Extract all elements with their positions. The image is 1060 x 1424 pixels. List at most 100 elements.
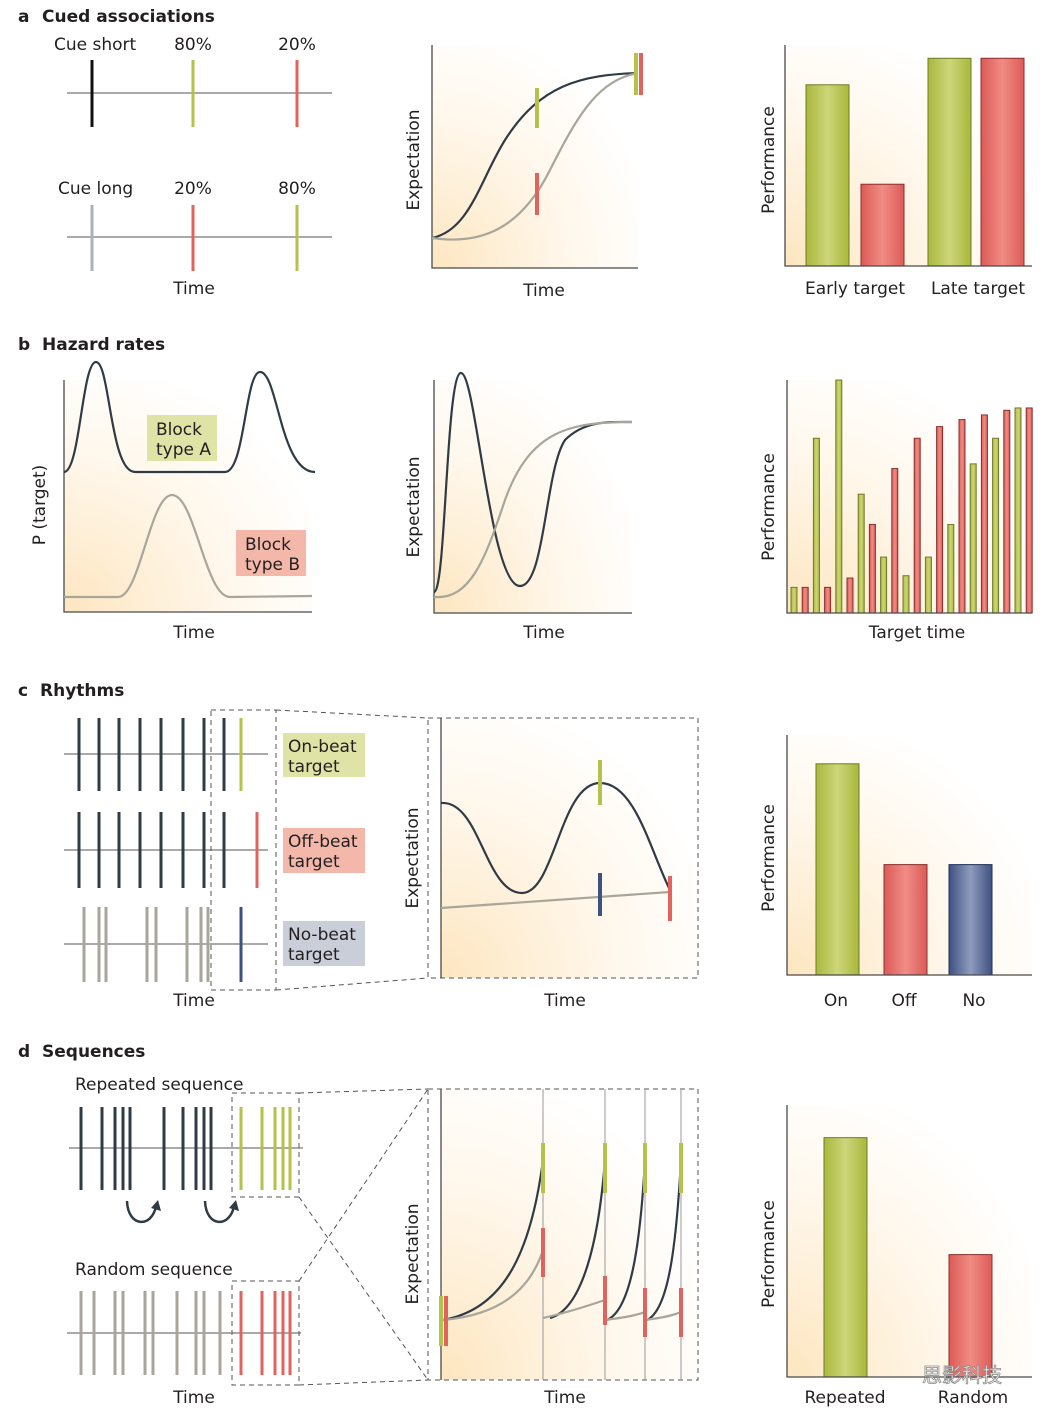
panel-title: Sequences [42,1042,145,1062]
bar-green [790,586,798,614]
cue-long-label: Cue long [58,179,133,199]
panel-letter: d [18,1042,30,1062]
axes [786,1105,1032,1378]
bar-red [824,586,832,614]
block-a-label: Block [156,420,202,440]
plot-background [434,380,632,613]
bar-green [947,523,955,614]
prob-label: 20% [278,35,316,55]
bar-red [980,414,988,614]
expectation-curve-long [431,71,639,241]
bar-green [812,437,820,614]
panel-letter: c [18,681,28,701]
bar-red [913,437,921,614]
panel-title: Hazard rates [42,335,165,355]
bar-red [936,426,944,614]
zoom-line [298,1088,429,1282]
expectation-curve-repeated [606,1159,647,1322]
bar-red [846,577,854,614]
expectation-curve-a [432,371,633,594]
arrow-head-icon [151,1200,161,1211]
y-axis-label: Performance [759,804,779,912]
bar-navy [948,864,993,976]
y-axis-label: P (target) [30,465,50,546]
zoom-box [427,1088,699,1381]
zoom-line [298,1379,429,1386]
repeated-sequence-label: Repeated sequence [75,1075,243,1095]
on-beat-label-box [283,733,365,777]
zoom-box [210,709,277,991]
bar-red [948,1254,993,1378]
bar-label: Repeated [804,1388,885,1408]
axes [784,45,1032,267]
hazard-curve-a [63,360,316,474]
x-axis-label: Time [522,623,565,643]
hazard-curve-b [64,493,313,599]
bar-label: On [824,991,848,1011]
bar-green [927,57,972,267]
on-beat-label: On-beat [288,737,357,757]
bar-red [860,183,905,267]
prob-label: 80% [278,179,316,199]
panel-title: Cued associations [42,7,215,27]
off-beat-label: Off-beat [288,832,358,852]
bar-red [883,864,928,976]
bar-green [1014,407,1022,614]
y-axis-label: Performance [759,1200,779,1308]
expectation-curve-rhythm [440,781,671,895]
random-sequence-label: Random sequence [75,1260,233,1280]
y-axis-label: Expectation [403,1203,423,1304]
plot-background [432,45,638,268]
watermark: 思影科技 [922,1363,1002,1387]
y-axis-label: Expectation [403,807,423,908]
axes [786,380,1032,614]
bar-label: No [962,991,985,1011]
y-axis-label: Performance [759,453,779,561]
zoom-line [298,1196,429,1381]
y-axis-label: Expectation [404,456,424,557]
bar-green [992,437,1000,614]
panel-letter: b [18,335,30,355]
bar-label: Late target [931,279,1025,299]
block-b-label: Block [245,535,291,555]
bar-green [880,556,888,614]
zoom-box [427,717,699,979]
expectation-curve-repeated [442,1159,545,1322]
plot-background [441,718,698,978]
x-axis-label: Time [172,1388,215,1408]
prob-label: 20% [174,179,212,199]
zoom-line [275,709,429,719]
bar-label: Random [938,1388,1008,1408]
expectation-curve-b [433,420,633,599]
repeat-arrow-icon [203,1200,236,1224]
bar-label: Early target [805,279,905,299]
expectation-curve-random [604,1310,646,1322]
prob-label: 80% [174,35,212,55]
x-axis-label: Target time [868,623,965,643]
zoom-line [298,1088,429,1094]
off-beat-label: target [288,852,340,872]
cue-short-label: Cue short [54,35,137,55]
block-b-label: type B [245,555,300,575]
plot-background [787,380,1032,613]
no-beat-label: No-beat [288,925,356,945]
off-beat-label-box [283,828,365,873]
expectation-curve-short [431,71,639,240]
repeat-arrow-icon [125,1200,158,1224]
bar-red [868,523,876,614]
bar-green [835,379,843,614]
y-axis-label: Expectation [404,109,424,210]
x-axis-label: Time [172,623,215,643]
axes [786,735,1032,976]
x-axis-label: Time [172,991,215,1011]
bar-green [815,763,860,976]
panel-d: d Sequences Repeated sequence Random seq… [18,1042,1032,1408]
bar-red [891,468,899,614]
panel-b: b Hazard rates Block type A Block type B… [18,335,1033,643]
bar-green [823,1137,868,1378]
axes [63,380,312,613]
panel-a: a Cued associations Cue short 80% 20% Cu… [18,7,1032,301]
bar-green [902,575,910,614]
bar-red [1003,409,1011,614]
